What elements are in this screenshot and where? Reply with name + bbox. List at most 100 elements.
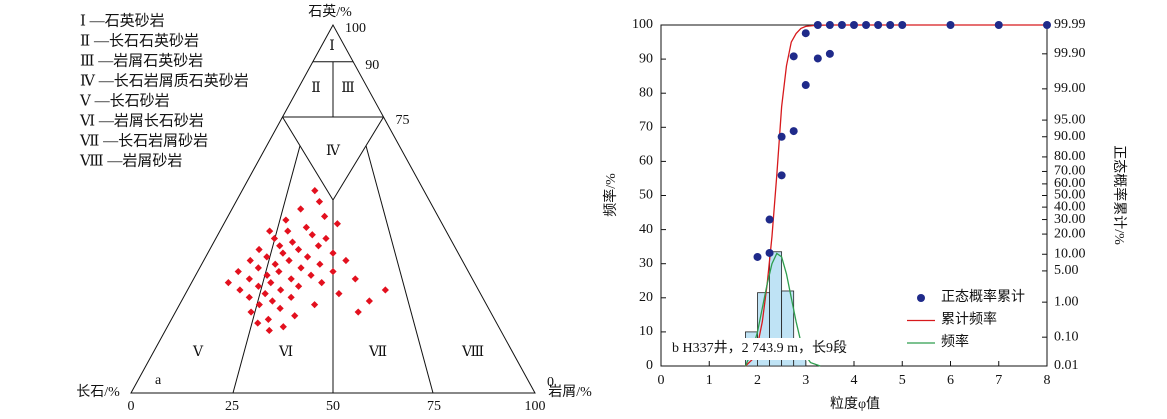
point — [279, 249, 287, 257]
legend-label: 正态概率累计 — [941, 288, 1025, 305]
y2-tick-label: 0.10 — [1054, 329, 1079, 344]
y2-tick-label: 99.90 — [1054, 46, 1086, 61]
y2-tick-label: 99.99 — [1054, 17, 1086, 32]
point — [268, 297, 276, 305]
point — [381, 286, 389, 294]
legend-entry: Ⅱ —长石石英砂岩 — [80, 31, 199, 49]
point — [765, 248, 774, 257]
point — [261, 290, 269, 298]
point — [246, 256, 254, 265]
legend-entry: Ⅲ —岩屑石英砂岩 — [80, 51, 203, 69]
y2-tick-label: 10.00 — [1054, 246, 1086, 261]
apex-label: 石英/% — [308, 3, 352, 20]
y2-axis-label: 正态概率累计/% — [1111, 145, 1128, 245]
point — [753, 252, 762, 261]
boundary — [365, 145, 434, 394]
x-tick-label: 50 — [326, 399, 340, 414]
point — [946, 21, 955, 29]
legend-label: 累计频率 — [941, 311, 997, 328]
y2-tick-label: 90.00 — [1054, 129, 1086, 144]
point — [270, 234, 279, 243]
region-label: Ⅷ — [461, 345, 484, 360]
point — [275, 267, 283, 276]
point — [789, 127, 798, 136]
boundary — [332, 116, 384, 201]
point — [224, 279, 232, 287]
x-tick-label: 0 — [128, 399, 135, 414]
legend-label: 频率 — [941, 333, 969, 350]
point — [279, 323, 287, 331]
point — [302, 223, 310, 231]
x-tick-label: 75 — [427, 399, 441, 414]
point — [245, 275, 253, 283]
point — [320, 212, 329, 220]
point — [314, 242, 323, 250]
point — [777, 132, 786, 141]
point — [266, 227, 274, 235]
y2-tick-label: 0.01 — [1054, 358, 1079, 373]
point — [288, 238, 297, 246]
point — [994, 21, 1003, 29]
point — [267, 279, 275, 287]
point — [825, 21, 834, 29]
point — [316, 260, 324, 268]
y-tick-label: 0 — [646, 358, 653, 373]
y2-tick-label: 5.00 — [1054, 263, 1079, 278]
point — [254, 264, 262, 272]
point — [282, 216, 290, 224]
legend-entry: Ⅰ —石英砂岩 — [80, 11, 165, 29]
point — [263, 253, 271, 261]
y-tick-label: 30 — [639, 256, 653, 271]
point — [801, 29, 810, 38]
boundary — [232, 145, 301, 394]
point — [287, 275, 295, 283]
y-axis-label: 频率/% — [602, 173, 619, 217]
point — [335, 290, 343, 298]
region-label: Ⅱ — [311, 81, 321, 96]
point — [297, 264, 305, 272]
region-label: Ⅶ — [368, 345, 387, 360]
y2-tick-label: 30.00 — [1054, 212, 1086, 227]
point — [285, 256, 293, 265]
left-vertex-label: 长石/% — [76, 384, 120, 400]
point — [291, 312, 299, 320]
point — [255, 301, 263, 309]
plot-area: 0 1 2 3 4 5 6 7 801020304050607080901000.010.101… — [632, 17, 1086, 388]
point — [1043, 21, 1051, 29]
y2-tick-label: 20.00 — [1054, 226, 1086, 241]
y-tick-label: 70 — [639, 120, 653, 135]
point — [329, 267, 337, 276]
y2-tick-label: 50.00 — [1054, 188, 1086, 203]
point — [813, 21, 822, 29]
y-tick-label: 100 — [632, 17, 653, 32]
x-axis-label: 粒度φ值 — [830, 396, 880, 412]
x-tick-label: 25 — [225, 399, 239, 414]
point — [850, 21, 858, 29]
y-tick-label: 90 — [639, 51, 653, 66]
point — [277, 286, 285, 294]
series-line — [744, 24, 1047, 367]
x-tick-label: 100 — [525, 399, 546, 414]
point — [310, 301, 319, 309]
y-tick-label: 80 — [639, 85, 653, 100]
region-label: Ⅰ — [329, 39, 335, 54]
x-tick-label: 5 — [899, 373, 906, 388]
q-tick-label: 75 — [396, 113, 410, 128]
boundary — [282, 116, 334, 201]
ternary-frame — [130, 23, 536, 394]
point — [254, 282, 263, 290]
point — [307, 271, 315, 279]
point — [318, 279, 326, 287]
point — [264, 315, 272, 323]
point — [294, 282, 303, 290]
y2-tick-label: 99.00 — [1054, 81, 1086, 96]
y2-tick-label: 60.00 — [1054, 176, 1086, 191]
y-tick-label: 10 — [639, 324, 653, 339]
point — [333, 220, 341, 228]
ternary-legend: Ⅰ —石英砂岩 Ⅱ —长石石英砂岩 Ⅲ —岩屑石英砂岩 Ⅳ —长石岩屑质石英砂岩… — [79, 11, 249, 169]
point — [354, 308, 362, 316]
point — [322, 234, 330, 243]
point — [303, 253, 312, 261]
region-label: Ⅵ — [278, 345, 293, 360]
